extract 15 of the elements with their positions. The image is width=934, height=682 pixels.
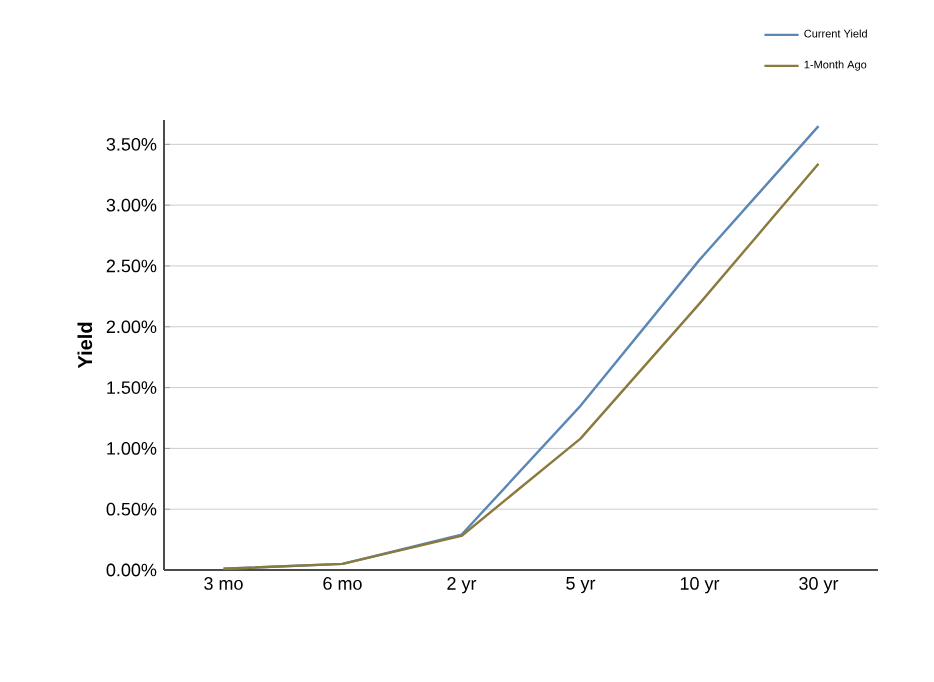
y-tick-label: 2.50%	[106, 259, 157, 273]
x-tick-label: 10 yr	[680, 577, 720, 594]
x-tick-label: 2 yr	[447, 577, 477, 594]
x-tick-label: 3 mo	[204, 577, 243, 590]
x-tick-label: 6 mo	[323, 577, 362, 590]
y-tick-label: 1.00%	[107, 442, 157, 455]
y-tick-label: 0.00%	[106, 563, 157, 577]
x-tick-label: 5 yr	[566, 577, 596, 594]
y-tick-label: 2.00%	[106, 320, 157, 334]
y-tick-label: 0.50%	[106, 502, 157, 516]
y-axis-title: Yield	[77, 322, 93, 369]
y-tick-label: 3.50%	[106, 137, 157, 151]
y-tick-label: 1.50%	[107, 381, 157, 394]
x-tick-label: 30 yr	[799, 577, 839, 594]
y-tick-label: 3.00%	[106, 198, 157, 212]
